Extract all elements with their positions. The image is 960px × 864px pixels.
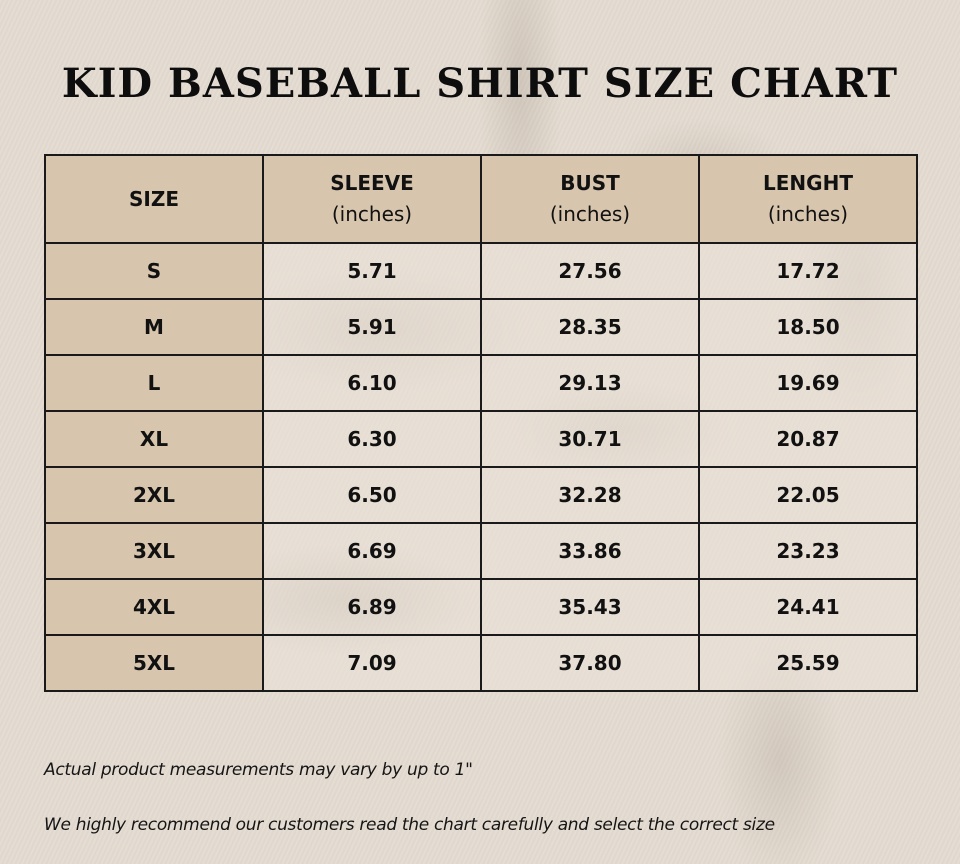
sleeve-cell: 6.89 <box>262 578 482 636</box>
sleeve-cell: 7.09 <box>262 634 482 692</box>
size-recommendation-note: We highly recommend our customers read t… <box>44 815 775 835</box>
size-cell: 3XL <box>44 522 264 580</box>
size-cell: XL <box>44 410 264 468</box>
table-row: XL 6.30 30.71 20.87 <box>44 410 918 468</box>
header-length: LENGHT (inches) <box>698 154 918 244</box>
size-chart-table: SIZE SLEEVE (inches) BUST (inches) LENGHT (… <box>44 154 918 692</box>
bust-cell: 27.56 <box>480 242 700 300</box>
sleeve-cell: 5.91 <box>262 298 482 356</box>
header-label: SLEEVE <box>330 171 414 195</box>
table-row: M 5.91 28.35 18.50 <box>44 298 918 356</box>
bust-cell: 33.86 <box>480 522 700 580</box>
table-row: L 6.10 29.13 19.69 <box>44 354 918 412</box>
header-size: SIZE <box>44 154 264 244</box>
header-unit: (inches) <box>767 202 849 226</box>
size-cell: M <box>44 298 264 356</box>
sleeve-cell: 6.50 <box>262 466 482 524</box>
size-cell: L <box>44 354 264 412</box>
table-row: 4XL 6.89 35.43 24.41 <box>44 578 918 636</box>
length-cell: 24.41 <box>698 578 918 636</box>
table-row: 2XL 6.50 32.28 22.05 <box>44 466 918 524</box>
header-label: BUST <box>560 171 620 195</box>
length-cell: 20.87 <box>698 410 918 468</box>
header-bust: BUST (inches) <box>480 154 700 244</box>
bust-cell: 35.43 <box>480 578 700 636</box>
bust-cell: 29.13 <box>480 354 700 412</box>
header-label: LENGHT <box>763 171 853 195</box>
sleeve-cell: 6.69 <box>262 522 482 580</box>
length-cell: 18.50 <box>698 298 918 356</box>
sleeve-cell: 6.10 <box>262 354 482 412</box>
size-cell: 4XL <box>44 578 264 636</box>
bust-cell: 32.28 <box>480 466 700 524</box>
bust-cell: 37.80 <box>480 634 700 692</box>
bust-cell: 28.35 <box>480 298 700 356</box>
table-header-row: SIZE SLEEVE (inches) BUST (inches) LENGHT (… <box>44 154 918 244</box>
length-cell: 19.69 <box>698 354 918 412</box>
measurement-variance-note: Actual product measurements may vary by … <box>44 760 473 780</box>
page-title: KID BASEBALL SHIRT SIZE CHART <box>61 60 899 107</box>
length-cell: 25.59 <box>698 634 918 692</box>
size-cell: 2XL <box>44 466 264 524</box>
table-row: 3XL 6.69 33.86 23.23 <box>44 522 918 580</box>
length-cell: 22.05 <box>698 466 918 524</box>
header-unit: (inches) <box>549 202 631 226</box>
size-cell: S <box>44 242 264 300</box>
length-cell: 23.23 <box>698 522 918 580</box>
header-label: SIZE <box>128 186 179 211</box>
header-unit: (inches) <box>331 202 413 226</box>
size-cell: 5XL <box>44 634 264 692</box>
table-row: 5XL 7.09 37.80 25.59 <box>44 634 918 692</box>
table-row: S 5.71 27.56 17.72 <box>44 242 918 300</box>
header-sleeve: SLEEVE (inches) <box>262 154 482 244</box>
length-cell: 17.72 <box>698 242 918 300</box>
bust-cell: 30.71 <box>480 410 700 468</box>
sleeve-cell: 6.30 <box>262 410 482 468</box>
sleeve-cell: 5.71 <box>262 242 482 300</box>
